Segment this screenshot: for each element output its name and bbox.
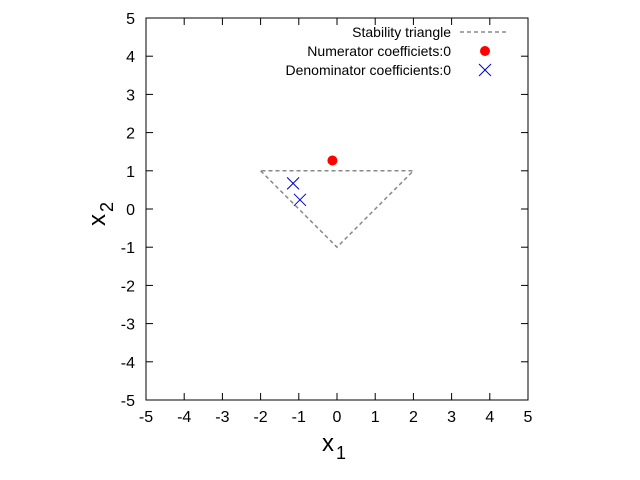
x-tick-label: 3 [447,409,456,426]
stability-triangle-line [260,170,416,249]
y-tick-label: 3 [126,87,135,104]
denominator-point [286,177,300,190]
x-tick-label: -2 [253,409,267,426]
y-tick-label: -5 [121,393,135,410]
y-tick-label: 0 [126,202,135,219]
x-tick-label: 4 [485,409,494,426]
legend-label: Stability triangle [352,24,451,40]
legend: Stability triangle Numerator coefficiets:… [286,24,507,78]
legend-label: Denominator coefficients:0 [286,62,452,78]
x-tick-label: 5 [524,409,533,426]
x-tick-label: 2 [409,409,418,426]
denominator-point [293,193,307,207]
legend-sample-circle [480,46,490,56]
y-axis-title: x2 [84,202,117,226]
legend-label: Numerator coefficiets:0 [307,43,451,59]
x-tick-label: -3 [215,409,229,426]
x-tick-label: -5 [139,409,153,426]
y-tick-label: 2 [126,126,135,143]
y-tick-label: -4 [121,355,135,372]
y-tick-label: 4 [126,49,135,66]
numerator-point [327,155,338,166]
x-tick-label: -1 [292,409,306,426]
y-tick-label: -2 [121,278,135,295]
y-tick-label: -3 [121,317,135,334]
x-tick-label: 1 [371,409,380,426]
x-tick-label: -4 [177,409,191,426]
y-tick-label: 1 [126,164,135,181]
x-tick-label: 0 [333,409,342,426]
series-layer [260,155,416,249]
axis-ticks: -5 -4 -3 -2 -1 0 1 2 3 4 5 -5 -4 -3 -2 -1 0 1 2 3 4 5 [121,11,533,426]
y-tick-label: -1 [121,240,135,257]
legend-sample-cross [478,63,492,77]
y-tick-label: 5 [126,11,135,28]
